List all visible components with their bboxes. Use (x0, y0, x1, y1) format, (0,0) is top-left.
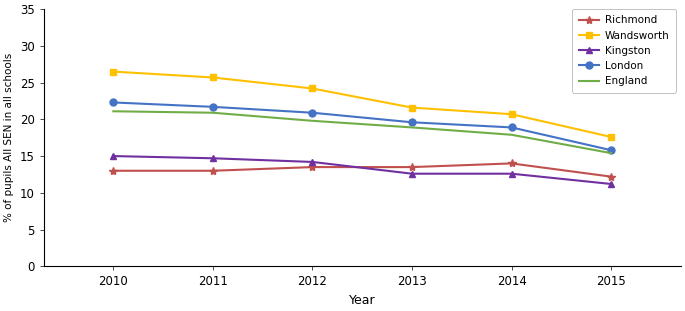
England (607, 151, 615, 155)
England (109, 109, 117, 113)
X-axis label: Year: Year (349, 294, 375, 307)
England (308, 119, 316, 123)
Kingston (308, 160, 316, 164)
Kingston (109, 154, 117, 158)
Line: Wandsworth: Wandsworth (110, 68, 614, 141)
Line: Richmond: Richmond (109, 159, 615, 181)
Wandsworth (607, 135, 615, 139)
Wandsworth (408, 106, 416, 109)
England (508, 133, 516, 137)
Richmond (308, 165, 316, 169)
Wandsworth (508, 112, 516, 116)
London (508, 126, 516, 129)
London (209, 105, 217, 109)
Wandsworth (109, 70, 117, 73)
Kingston (607, 182, 615, 186)
Richmond (408, 165, 416, 169)
Wandsworth (209, 76, 217, 79)
Richmond (209, 169, 217, 173)
London (408, 120, 416, 124)
Wandsworth (308, 87, 316, 91)
Kingston (508, 172, 516, 176)
Line: England: England (113, 111, 611, 153)
Kingston (408, 172, 416, 176)
Richmond (508, 161, 516, 165)
England (209, 111, 217, 114)
London (109, 100, 117, 104)
Y-axis label: % of pupils All SEN in all schools: % of pupils All SEN in all schools (4, 53, 14, 222)
Line: Kingston: Kingston (110, 153, 614, 188)
London (607, 148, 615, 152)
Richmond (607, 175, 615, 179)
Richmond (109, 169, 117, 173)
England (408, 126, 416, 129)
London (308, 111, 316, 114)
Kingston (209, 156, 217, 160)
Line: London: London (110, 99, 614, 154)
Legend: Richmond, Wandsworth, Kingston, London, England: Richmond, Wandsworth, Kingston, London, … (573, 9, 675, 93)
